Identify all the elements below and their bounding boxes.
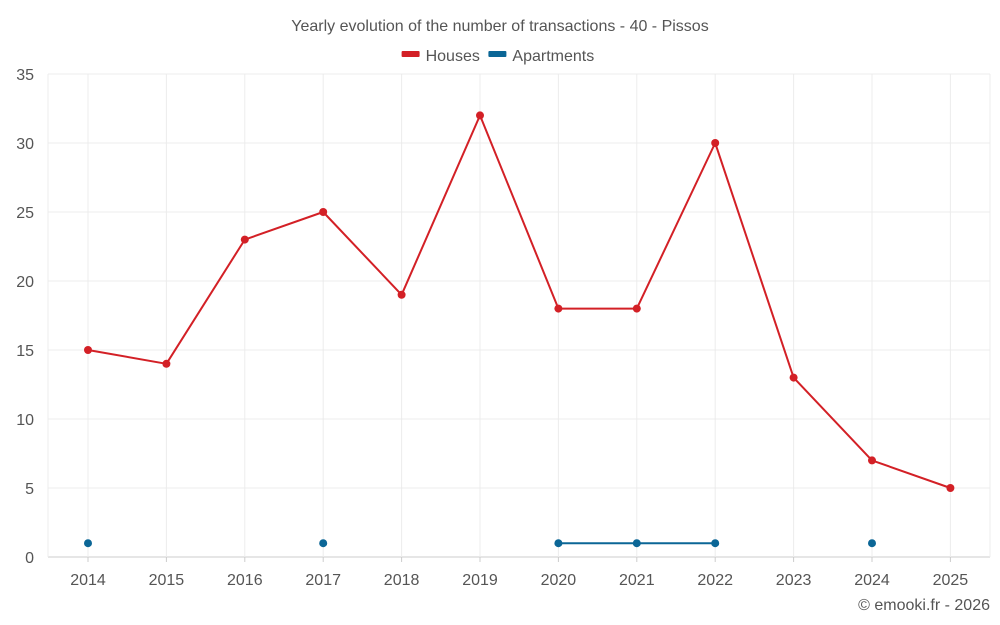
y-tick-label: 15 [16,343,34,360]
data-point-houses[interactable] [789,373,798,382]
data-point-houses[interactable] [868,456,876,465]
data-point-houses[interactable] [476,111,484,120]
x-tick-label: 2016 [227,572,263,589]
legend-swatch [488,51,507,57]
legend-item-houses[interactable]: Houses [401,48,480,65]
x-tick-label: 2024 [854,572,890,589]
series-layer [84,111,955,548]
data-point-apartments[interactable] [319,539,328,548]
legend-label: Houses [426,48,480,65]
data-point-houses[interactable] [240,235,249,244]
chart-title: Yearly evolution of the number of transa… [291,18,708,35]
data-point-apartments[interactable] [868,539,876,548]
data-point-houses[interactable] [946,484,955,492]
x-tick-label: 2020 [541,572,577,589]
x-tick-label: 2018 [384,572,420,589]
credit-text: © emooki.fr - 2026 [858,597,990,614]
y-tick-label: 35 [16,67,34,84]
data-point-houses[interactable] [554,304,563,313]
y-tick-label: 20 [16,274,34,291]
y-tick-label: 10 [16,412,34,429]
data-point-houses[interactable] [397,290,406,299]
data-point-apartments[interactable] [711,539,720,548]
data-point-houses[interactable] [632,304,641,313]
series-apartments [84,539,876,548]
x-tick-label: 2015 [149,572,185,589]
data-point-houses[interactable] [162,359,171,368]
data-point-houses[interactable] [711,139,720,147]
y-axis: 0 5 10 15 20 25 30 35 [16,67,34,567]
x-tick-label: 2019 [462,572,498,589]
legend-swatch [401,51,420,57]
data-point-houses[interactable] [84,346,92,354]
legend-label: Apartments [512,48,594,65]
y-tick-label: 25 [16,205,34,222]
data-point-houses[interactable] [319,208,328,216]
x-axis: 2014 2015 2016 2017 2018 2019 2020 2021 2022 2023… [70,557,968,589]
legend: Houses Apartments [401,48,594,65]
y-tick-label: 5 [25,481,34,498]
data-point-apartments[interactable] [554,539,563,548]
x-tick-label: 2023 [776,572,812,589]
y-tick-label: 30 [16,136,34,153]
x-tick-label: 2017 [305,572,341,589]
data-point-apartments[interactable] [84,539,92,548]
x-tick-label: 2022 [697,572,733,589]
series-line-houses [87,114,951,489]
x-tick-label: 2021 [619,572,655,589]
grid [47,73,991,558]
x-tick-label: 2014 [70,572,106,589]
series-houses [84,111,955,492]
y-tick-label: 0 [25,550,34,567]
data-point-apartments[interactable] [632,539,641,548]
x-tick-label: 2025 [933,572,969,589]
legend-item-apartments[interactable]: Apartments [488,48,594,65]
